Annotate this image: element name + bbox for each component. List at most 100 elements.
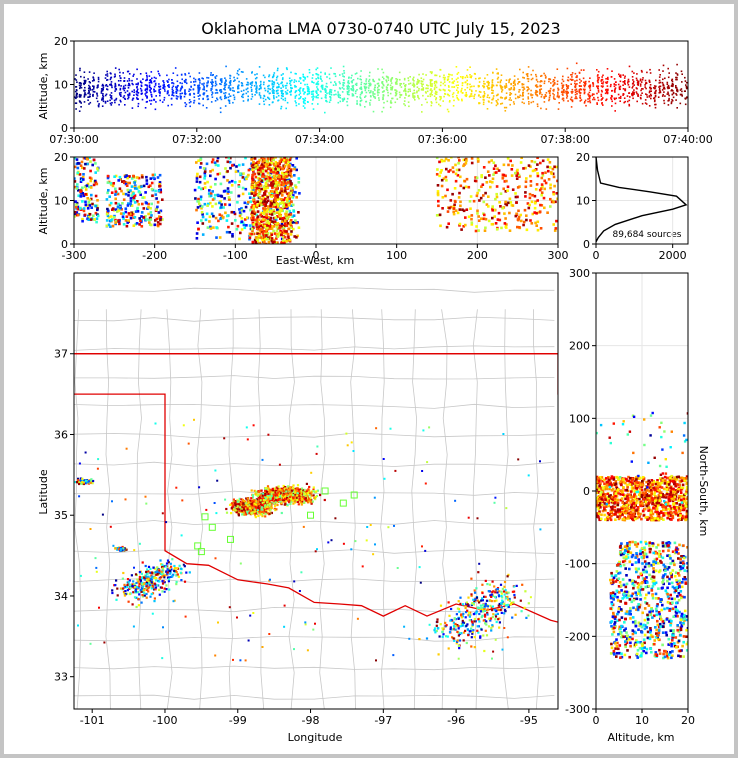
time-height-point <box>299 77 302 79</box>
time-height-point <box>407 88 410 91</box>
time-height-point <box>501 97 504 99</box>
ew-point <box>200 187 203 191</box>
time-height-point <box>317 74 320 76</box>
time-height-point <box>254 77 257 80</box>
time-height-point <box>628 65 631 68</box>
ew-point <box>453 187 457 190</box>
ew-point <box>468 200 472 203</box>
time-height-point <box>237 70 239 72</box>
time-height-point <box>281 81 283 83</box>
ew-point <box>260 237 264 240</box>
time-height-point <box>549 94 551 97</box>
ew-point <box>275 223 278 227</box>
time-height-point <box>561 87 563 90</box>
time-height-point <box>592 98 594 101</box>
ew-point <box>462 186 466 190</box>
time-height-point <box>543 101 546 103</box>
ew-point <box>266 178 269 181</box>
time-height-point <box>233 96 236 99</box>
time-height-point <box>478 102 480 105</box>
time-height-point <box>276 69 279 72</box>
time-height-point <box>241 95 243 98</box>
ew-point <box>259 184 263 187</box>
ew-point <box>285 178 288 181</box>
time-height-point <box>352 89 355 92</box>
time-height-point <box>198 88 201 90</box>
ew-point <box>503 212 506 215</box>
ew-point <box>276 235 280 238</box>
time-height-point <box>255 92 258 94</box>
time-height-point <box>527 92 530 95</box>
time-height-point <box>184 73 186 75</box>
time-height-point <box>453 86 455 88</box>
time-height-point <box>471 90 473 93</box>
time-height-point <box>466 79 468 82</box>
time-height-point <box>519 94 521 97</box>
time-height-point <box>661 95 664 97</box>
time-height-point <box>219 111 222 114</box>
ew-point <box>280 189 283 192</box>
time-height-point <box>337 95 340 98</box>
time-height-point <box>148 99 151 102</box>
ew-point <box>268 225 272 228</box>
ew-point <box>203 170 207 173</box>
time-height-point <box>611 90 613 92</box>
time-height-point <box>150 80 153 82</box>
time-height-point <box>303 99 306 102</box>
time-height-point <box>128 84 131 87</box>
time-height-point <box>128 83 131 85</box>
time-height-point <box>212 81 214 84</box>
time-height-point <box>421 83 423 86</box>
ew-point <box>92 214 95 218</box>
time-height-point <box>513 103 515 105</box>
time-height-point <box>347 80 350 82</box>
time-height-point <box>346 97 349 100</box>
time-height-point <box>530 101 533 104</box>
time-height-point <box>290 94 292 96</box>
time-height-point <box>548 96 551 99</box>
time-height-point <box>457 90 460 93</box>
time-height-point <box>451 93 454 96</box>
time-height-point <box>88 81 91 83</box>
time-height-point <box>194 80 197 83</box>
ew-point <box>148 221 151 224</box>
time-height-point <box>527 78 530 80</box>
time-height-point <box>262 97 265 100</box>
time-height-point <box>199 80 201 82</box>
time-height-point <box>391 86 394 88</box>
ew-point <box>132 224 136 227</box>
ew-point <box>280 231 284 234</box>
time-height-point <box>374 97 376 99</box>
ew-point <box>482 200 486 204</box>
time-height-point <box>359 97 362 100</box>
time-height-point <box>639 79 642 82</box>
time-height-point <box>662 93 664 96</box>
ew-point <box>88 198 92 202</box>
time-height-point <box>227 99 230 101</box>
time-height-point <box>407 77 409 79</box>
ew-point <box>124 182 128 186</box>
ew-point <box>547 169 550 173</box>
ew-point <box>240 172 244 176</box>
ew-point <box>489 185 492 189</box>
ew-point <box>482 194 485 197</box>
time-height-point <box>92 88 95 90</box>
time-height-point <box>509 103 511 106</box>
time-height-point <box>431 89 433 92</box>
time-height-point <box>574 85 577 88</box>
ew-point <box>282 239 285 242</box>
time-height-point <box>666 93 669 95</box>
time-height-point <box>214 80 217 83</box>
time-height-point <box>431 71 433 73</box>
ew-point <box>437 199 440 203</box>
time-height-point <box>224 86 226 89</box>
ew-point <box>110 191 114 194</box>
time-height-point <box>122 87 125 89</box>
time-height-point <box>294 84 296 87</box>
ew-point <box>496 167 499 171</box>
ew-point <box>449 205 453 209</box>
ew-point <box>269 220 273 223</box>
ew-point <box>161 218 164 221</box>
ew-point <box>208 189 211 192</box>
ew-point <box>209 170 212 173</box>
